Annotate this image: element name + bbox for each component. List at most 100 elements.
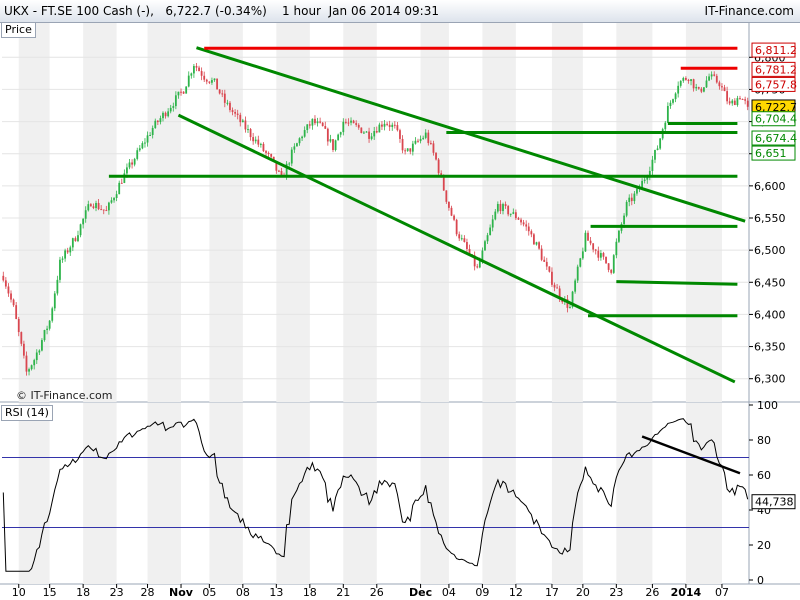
candle [25, 355, 28, 372]
rsi-series [2, 418, 749, 572]
candle [375, 131, 378, 133]
time-tick-label: 07 [715, 586, 729, 599]
candle [146, 135, 149, 143]
candle [442, 176, 445, 191]
price-tick-label: 6,400 [754, 308, 786, 321]
brand-label: IT-Finance.com [704, 4, 794, 18]
candle [205, 79, 208, 82]
level-label-box [751, 111, 796, 127]
last-price: 6,722.7 (-0.34%) [165, 4, 267, 18]
time-tick-label: 15 [43, 586, 57, 599]
candle [594, 249, 597, 251]
candle [159, 118, 162, 123]
watermark: © IT-Finance.com [16, 389, 113, 402]
candle [138, 148, 141, 151]
candle [391, 124, 394, 128]
rsi-panel-label: RSI (14) [1, 405, 53, 421]
candle [326, 128, 329, 142]
candle [587, 232, 589, 241]
candle [404, 150, 407, 152]
candle [252, 137, 255, 142]
candle [736, 98, 739, 106]
candle [445, 190, 448, 202]
candle [440, 173, 443, 177]
candle [533, 234, 535, 245]
candle [633, 193, 636, 202]
candle [710, 74, 713, 77]
trendlines [108, 46, 746, 384]
candle [718, 82, 721, 87]
rsi-tick-label: 20 [757, 539, 771, 552]
candle [450, 207, 453, 216]
candle [213, 78, 216, 81]
rsi-trendline [641, 435, 741, 475]
day-band [18, 403, 50, 584]
candle [316, 121, 319, 124]
candle [174, 95, 177, 107]
candle [319, 121, 322, 123]
candle [648, 170, 651, 178]
candle [605, 256, 607, 264]
candle [64, 250, 67, 259]
time-tick-label: 13 [269, 586, 283, 599]
candle [512, 212, 515, 214]
candle [7, 286, 10, 294]
candle [2, 275, 5, 281]
price-axis: 6,3006,3506,4006,4506,5006,5506,6006,650… [749, 42, 797, 386]
candle [187, 75, 190, 87]
candle [133, 158, 136, 165]
candle [463, 238, 466, 243]
candle [357, 124, 360, 128]
price-tick-label: 6,350 [754, 341, 786, 354]
time-tick-label: 26 [370, 586, 384, 599]
candle [466, 242, 468, 250]
time-tick-label: 12 [509, 586, 523, 599]
candle [592, 243, 595, 250]
candle [43, 330, 46, 341]
candle [272, 156, 275, 162]
candle [556, 287, 558, 289]
candle [15, 305, 18, 319]
time-tick-label: 04 [442, 586, 456, 599]
rsi-line [2, 418, 749, 572]
candle [579, 258, 582, 267]
candle [254, 139, 257, 142]
candle [540, 248, 543, 260]
candle [739, 98, 741, 100]
candle [411, 143, 414, 152]
candle [141, 143, 144, 149]
candle [713, 74, 716, 76]
candle [700, 88, 703, 92]
candle [496, 203, 499, 212]
day-band [420, 403, 449, 584]
candle [509, 213, 512, 215]
candle [53, 293, 56, 309]
candle [120, 182, 123, 184]
candle [342, 121, 345, 133]
rsi-tick-label: 0 [757, 574, 764, 587]
candle [257, 139, 260, 145]
candle [618, 230, 620, 242]
candle [79, 224, 82, 236]
trendline-8 [616, 280, 738, 286]
candle [520, 219, 522, 223]
candle [344, 121, 347, 123]
candle [641, 180, 644, 188]
candle [167, 111, 170, 117]
candle [381, 124, 383, 127]
candle [352, 120, 355, 124]
candle [672, 99, 674, 103]
candle [697, 86, 700, 89]
candle [643, 179, 646, 181]
day-band [209, 403, 243, 584]
candle [265, 151, 267, 153]
candle [435, 152, 437, 160]
candle [355, 123, 358, 125]
candle [651, 159, 654, 171]
time-tick-label: 23 [609, 586, 623, 599]
candle [401, 138, 404, 151]
candle [33, 360, 36, 366]
level-label-box [751, 76, 796, 92]
level-label-box [751, 42, 796, 58]
candle [285, 163, 288, 177]
